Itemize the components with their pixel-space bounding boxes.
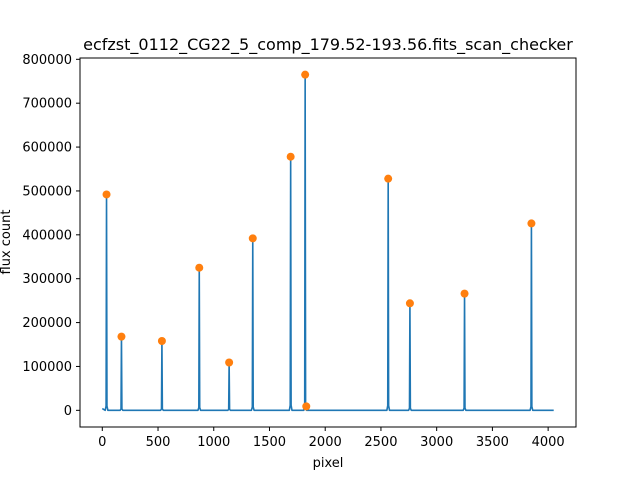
y-tick-label: 400000 (22, 228, 72, 243)
x-tick-label: 4000 (532, 435, 565, 450)
y-tick-label: 200000 (22, 316, 72, 331)
x-tick-label: 0 (98, 435, 106, 450)
peak-marker (117, 332, 126, 341)
axes-background (80, 58, 576, 427)
plot-area (79, 57, 577, 428)
peak-marker (384, 174, 393, 183)
peak-marker (301, 70, 310, 79)
y-tick-label: 100000 (22, 360, 72, 375)
peak-marker (405, 299, 414, 308)
y-tick-label: 300000 (22, 272, 72, 287)
peak-marker (460, 289, 469, 298)
y-axis-ticks: 0 100000 200000 300000 400000 500000 600000 700… (22, 53, 80, 419)
chart-title: ecfzst_0112_CG22_5_comp_179.52-193.56.fi… (83, 35, 573, 55)
axes-frame (79, 57, 577, 428)
peak-marker (195, 263, 204, 272)
peak-marker-layer (102, 70, 536, 411)
peak-marker (527, 219, 536, 228)
peak-marker (102, 190, 111, 199)
peak-marker (248, 234, 257, 243)
x-axis-label: pixel (313, 456, 344, 471)
x-tick-label: 3500 (476, 435, 509, 450)
spectrum-line-layer (101, 73, 554, 412)
spectrum-line (101, 73, 554, 412)
peak-marker (157, 337, 166, 345)
y-tick-label: 500000 (22, 184, 72, 199)
y-tick-label: 800000 (22, 53, 72, 68)
y-tick-label: 700000 (22, 97, 72, 112)
peak-marker (286, 152, 295, 161)
x-axis-ticks: 0 500 1000 1500 2000 2500 3000 3500 4000 (98, 427, 565, 450)
y-axis-label: flux count (0, 210, 14, 275)
y-tick-label: 0 (64, 404, 72, 419)
x-tick-label: 2000 (309, 435, 342, 450)
x-tick-label: 500 (146, 435, 171, 450)
peak-marker (302, 402, 311, 411)
x-tick-label: 3000 (420, 435, 453, 450)
x-tick-label: 1500 (253, 435, 286, 450)
y-tick-label: 600000 (22, 141, 72, 156)
x-tick-label: 1000 (197, 435, 230, 450)
x-tick-label: 2500 (364, 435, 397, 450)
peak-marker (225, 358, 234, 367)
